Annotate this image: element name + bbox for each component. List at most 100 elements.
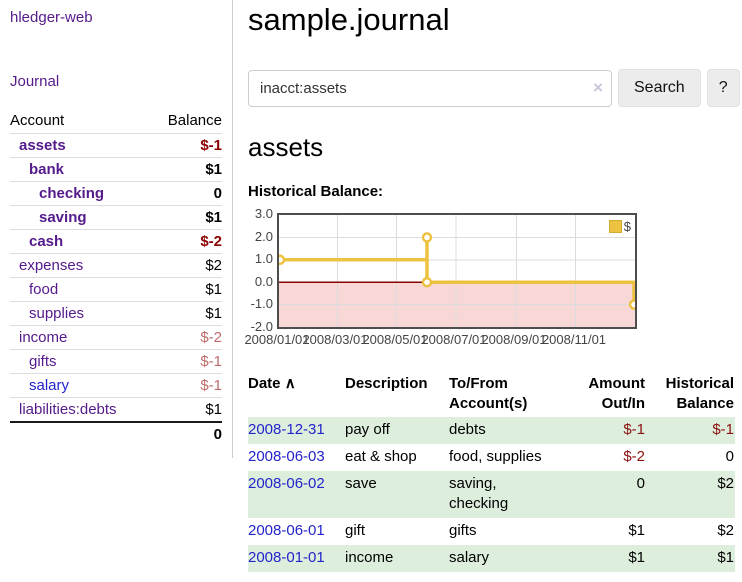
transaction-description: save xyxy=(345,471,449,518)
transaction-amount: $-1 xyxy=(566,417,646,444)
transaction-accounts: salary xyxy=(449,545,566,572)
sidebar: hledger-web Journal Account Balance asse… xyxy=(0,0,233,458)
register-header-row: Date ∧ Description To/From Account(s) Am… xyxy=(248,371,735,417)
account-balance: $1 xyxy=(150,397,222,422)
y-tick: 0.0 xyxy=(254,274,273,289)
account-row: cash $-2 xyxy=(10,229,222,254)
account-balance: $-2 xyxy=(150,229,222,254)
account-link-saving[interactable]: saving xyxy=(39,209,87,226)
app-title-link[interactable]: hledger-web xyxy=(10,9,93,26)
accounts-header-row: Account Balance xyxy=(10,109,222,134)
register-row: 2008-06-01 gift gifts $1 $2 xyxy=(248,518,735,545)
account-row: bank $1 xyxy=(10,157,222,182)
balance-line xyxy=(279,235,635,305)
register-row: 2008-01-01 income salary $1 $1 xyxy=(248,545,735,572)
x-tick: 2008/05/01 xyxy=(362,332,428,347)
col-tofrom: To/From Account(s) xyxy=(449,375,528,412)
col-amount: Amount Out/In xyxy=(588,375,645,412)
account-link-income[interactable]: income xyxy=(19,329,68,346)
x-tick: 2008/07/01 xyxy=(421,332,487,347)
register-row: 2008-06-03 eat & shop food, supplies $-2… xyxy=(248,444,735,471)
accounts-total-row: 0 xyxy=(10,421,222,446)
page-title: sample.journal xyxy=(248,2,450,37)
y-tick: -2.0 xyxy=(250,319,273,334)
sidebar-item-journal[interactable]: Journal xyxy=(10,73,60,90)
account-balance: $2 xyxy=(150,253,222,278)
col-description: Description xyxy=(345,375,428,392)
account-link-assets[interactable]: assets xyxy=(19,137,66,154)
gridlines xyxy=(279,215,635,327)
help-button[interactable]: ? xyxy=(706,69,740,107)
account-row: expenses $2 xyxy=(10,253,222,278)
account-row: assets $-1 xyxy=(10,133,222,158)
accounts-total-balance: 0 xyxy=(150,421,222,446)
x-tick: 2008/01/01 xyxy=(244,332,310,347)
historical-balance-chart: 3.0 2.0 1.0 0.0 -1.0 -2.0 xyxy=(244,207,738,353)
accounts-col-balance: Balance xyxy=(167,112,222,129)
transaction-balance: $-1 xyxy=(646,417,735,444)
chart-title: Historical Balance: xyxy=(248,183,384,200)
plot-canvas xyxy=(279,215,635,327)
x-tick: 2008/03/01 xyxy=(302,332,368,347)
transaction-date-link[interactable]: 2008-01-01 xyxy=(248,549,325,566)
search-form: × Search ? xyxy=(248,69,740,107)
search-input[interactable] xyxy=(248,69,612,107)
col-balance: Historical Balance xyxy=(665,375,734,412)
main-content: sample.journal × Search ? assets Histori… xyxy=(233,0,742,582)
y-tick: -1.0 xyxy=(250,296,273,311)
account-row: supplies $1 xyxy=(10,301,222,326)
account-balance: $-1 xyxy=(150,373,222,398)
y-tick: 3.0 xyxy=(254,206,273,221)
account-link-expenses[interactable]: expenses xyxy=(19,257,84,274)
transaction-balance: 0 xyxy=(725,448,734,465)
account-link-cash[interactable]: cash xyxy=(29,233,64,250)
transaction-date-link[interactable]: 2008-06-03 xyxy=(248,448,325,465)
transaction-amount: $1 xyxy=(566,545,646,572)
x-tick: 2008/09/01 xyxy=(481,332,547,347)
account-balance: 0 xyxy=(150,181,222,206)
transaction-amount: 0 xyxy=(566,471,646,518)
search-button[interactable]: Search xyxy=(618,69,701,107)
account-row: gifts $-1 xyxy=(10,349,222,374)
account-balance: $1 xyxy=(150,301,222,326)
series-label: $ xyxy=(623,219,631,234)
series-color-swatch xyxy=(608,220,622,233)
account-balance: $-1 xyxy=(150,133,222,158)
account-row: income $-2 xyxy=(10,325,222,350)
account-link-liabilities-debts[interactable]: liabilities:debts xyxy=(19,401,117,418)
account-link-checking[interactable]: checking xyxy=(39,185,105,202)
transaction-date-link[interactable]: 2008-06-02 xyxy=(248,475,325,492)
account-link-bank[interactable]: bank xyxy=(29,161,65,178)
account-link-food[interactable]: food xyxy=(29,281,59,298)
account-link-supplies[interactable]: supplies xyxy=(29,305,85,322)
account-balance: $-1 xyxy=(150,349,222,374)
transaction-date-link[interactable]: 2008-06-01 xyxy=(248,522,325,539)
data-points xyxy=(279,232,635,310)
x-tick: 2008/11/01 xyxy=(541,332,607,347)
chart-legend: $ xyxy=(606,218,633,235)
y-tick: 1.0 xyxy=(254,251,273,266)
account-balance: $-2 xyxy=(150,325,222,350)
transaction-date-link[interactable]: 2008-12-31 xyxy=(248,421,325,438)
transaction-balance: $2 xyxy=(646,471,735,518)
transaction-accounts: gifts xyxy=(449,522,477,539)
register-row: 2008-12-31 pay off debts $-1 $-1 xyxy=(248,417,735,444)
transaction-accounts: food, supplies xyxy=(449,448,542,465)
transaction-accounts: saving, checking xyxy=(449,471,566,518)
accounts-table: Account Balance assets $-1 bank $1 check… xyxy=(10,109,222,446)
account-balance: $1 xyxy=(150,277,222,302)
transaction-amount: $-2 xyxy=(623,448,645,465)
transaction-balance: $1 xyxy=(646,545,735,572)
clear-search-icon[interactable]: × xyxy=(593,77,603,97)
register-row: 2008-06-02 save saving, checking 0 $2 xyxy=(248,471,735,518)
transaction-amount: $1 xyxy=(628,522,645,539)
account-link-salary[interactable]: salary xyxy=(29,377,70,394)
sort-ascending-icon[interactable]: ∧ xyxy=(284,375,296,392)
account-row: saving $1 xyxy=(10,205,222,230)
transaction-accounts: debts xyxy=(449,417,566,444)
account-heading: assets xyxy=(248,132,324,162)
account-row: liabilities:debts $1 xyxy=(10,397,222,422)
col-date[interactable]: Date ∧ xyxy=(248,375,296,392)
account-link-gifts[interactable]: gifts xyxy=(29,353,57,370)
account-row: food $1 xyxy=(10,277,222,302)
